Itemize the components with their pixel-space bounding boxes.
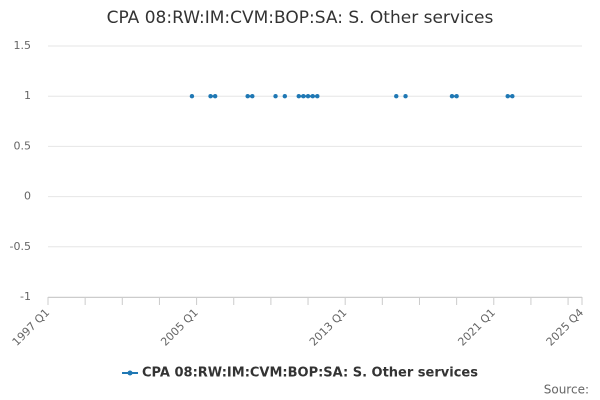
data-point (510, 94, 515, 99)
data-point (212, 94, 218, 99)
y-tick-label: 1.5 (14, 39, 32, 52)
data-point (245, 94, 250, 99)
y-tick-label: 0.5 (14, 139, 32, 152)
data-point (403, 94, 408, 99)
chart-title: CPA 08:RW:IM:CVM:BOP:SA: S. Other servic… (107, 8, 494, 28)
x-tick-label: 2013 Q1 (307, 306, 350, 349)
x-tick-label: 2025 Q4 (544, 306, 587, 349)
data-point (310, 94, 315, 99)
data-point (454, 94, 459, 99)
data-point (273, 94, 278, 99)
data-point (305, 94, 311, 99)
data-point (189, 94, 195, 99)
legend-symbol (127, 370, 133, 376)
data-point (505, 94, 510, 99)
y-tick-label: 0 (24, 190, 31, 203)
x-tick-label: 2021 Q1 (455, 306, 498, 349)
data-point (315, 94, 320, 99)
y-tick-label: 1 (24, 89, 31, 102)
x-tick-label: 2005 Q1 (158, 306, 201, 349)
y-tick-label: -0.5 (10, 240, 31, 253)
data-point (301, 94, 306, 99)
data-point (296, 94, 301, 99)
data-point (449, 94, 455, 99)
x-tick-label: 1997 Q1 (10, 306, 53, 349)
data-point (250, 94, 255, 99)
source: Source: (544, 383, 589, 397)
legend: CPA 08:RW:IM:CVM:BOP:SA: S. Other servic… (122, 366, 478, 381)
data-point (394, 94, 399, 99)
data-point (282, 94, 288, 99)
legend-label: CPA 08:RW:IM:CVM:BOP:SA: S. Other servic… (142, 366, 478, 381)
data-point (208, 94, 213, 99)
y-tick-label: -1 (20, 290, 31, 303)
